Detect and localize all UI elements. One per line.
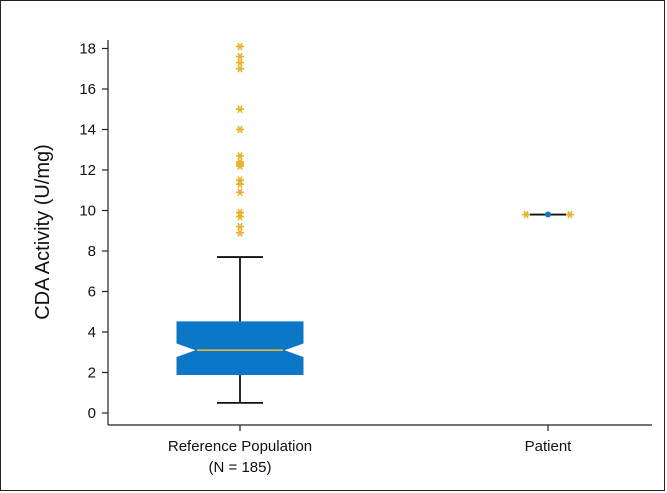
- x-category-label-reference: Reference Population: [168, 438, 312, 455]
- outlier-point: [236, 151, 244, 160]
- outlier-point: [236, 52, 244, 61]
- notched-box: [176, 321, 304, 376]
- y-tick-label: 4: [88, 324, 96, 341]
- y-tick-label: 14: [79, 122, 96, 139]
- y-tick-label: 10: [79, 203, 96, 220]
- outlier-point: [236, 105, 244, 114]
- outlier-point: [236, 208, 244, 217]
- y-axis-label: CDA Activity (U/mg): [32, 144, 54, 320]
- y-tick-label: 0: [88, 405, 96, 422]
- outlier-point: [236, 42, 244, 51]
- outlier-point: [236, 188, 244, 197]
- y-tick-label: 16: [79, 81, 96, 98]
- outlier-point: [236, 180, 244, 189]
- y-ticks: 0 2 4 6 8 10 12 14 16 18: [79, 41, 108, 422]
- outlier-point: [236, 125, 244, 134]
- outlier-point: [236, 58, 244, 67]
- outlier-point: [236, 64, 244, 73]
- patient-cap-marker-right: [566, 210, 574, 219]
- outlier-point: [236, 212, 244, 221]
- outlier-point: [236, 228, 244, 237]
- y-tick-label: 18: [79, 41, 96, 58]
- y-tick-label: 2: [88, 365, 96, 382]
- x-category-sublabel-reference: (N = 185): [209, 459, 272, 476]
- patient-cap-marker-left: [522, 210, 530, 219]
- outlier-point: [236, 222, 244, 231]
- x-category-label-patient: Patient: [525, 438, 573, 455]
- y-tick-label: 8: [88, 243, 96, 260]
- outlier-point: [236, 176, 244, 184]
- plot-area: [176, 42, 574, 404]
- axes: [107, 40, 652, 431]
- patient-point: [545, 211, 551, 218]
- y-tick-label: 6: [88, 284, 96, 301]
- y-tick-label: 12: [79, 162, 96, 179]
